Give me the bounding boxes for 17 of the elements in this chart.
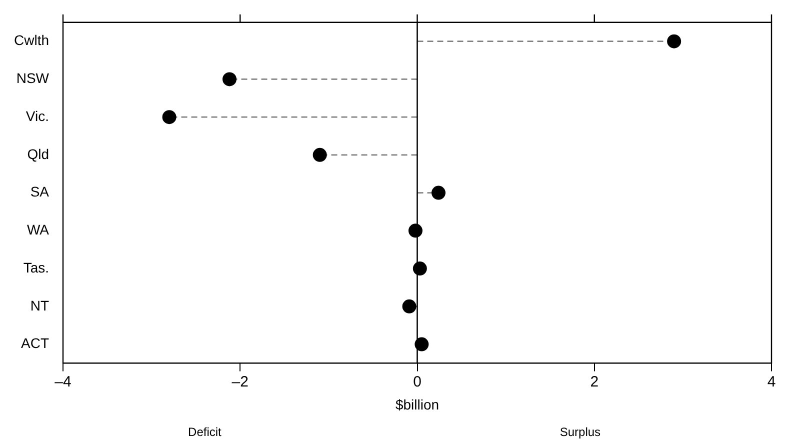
y-tick-label: Tas. — [23, 259, 50, 276]
x-tick-label: –2 — [232, 373, 248, 390]
y-tick-label: ACT — [21, 335, 50, 352]
y-tick-label: SA — [30, 184, 50, 200]
x-tick-label: –4 — [54, 373, 72, 390]
x-tick-label: 0 — [413, 373, 422, 390]
y-tick-label: WA — [26, 222, 50, 238]
y-tick-label: NT — [30, 297, 50, 314]
x-tick-label: 4 — [767, 373, 776, 390]
y-tick-label: NSW — [16, 70, 50, 86]
y-tick-label: Qld — [27, 146, 50, 162]
y-tick-label: Cwlth — [14, 32, 50, 48]
x-axis-title: $billion — [395, 396, 440, 412]
x-tick-label: 2 — [590, 373, 599, 390]
text: Deficit — [188, 425, 222, 439]
y-tick-label: Vic. — [26, 108, 50, 124]
text: Surplus — [560, 425, 601, 439]
